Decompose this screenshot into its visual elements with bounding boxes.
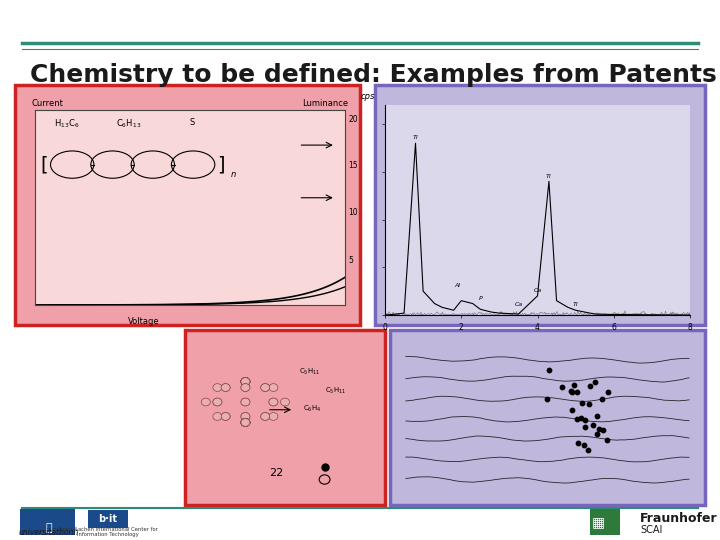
Text: cps: cps xyxy=(361,92,375,101)
Text: 22: 22 xyxy=(269,468,283,478)
Circle shape xyxy=(221,383,230,392)
Circle shape xyxy=(241,398,250,406)
Text: 15: 15 xyxy=(348,161,358,171)
Circle shape xyxy=(241,418,250,427)
Circle shape xyxy=(269,413,278,420)
Circle shape xyxy=(241,377,250,386)
Text: Chemistry to be defined: Examples from Patents (II): Chemistry to be defined: Examples from P… xyxy=(30,63,720,87)
Circle shape xyxy=(221,413,230,420)
Circle shape xyxy=(281,398,289,406)
Text: universitätbonn: universitätbonn xyxy=(19,528,79,537)
Text: C$_5$H$_{11}$: C$_5$H$_{11}$ xyxy=(300,367,320,377)
Text: C$_6$H$_4$: C$_6$H$_4$ xyxy=(303,404,321,415)
Circle shape xyxy=(241,418,250,427)
Text: C$_6$H$_{13}$: C$_6$H$_{13}$ xyxy=(116,118,141,130)
Bar xyxy=(590,509,620,535)
Text: Ca: Ca xyxy=(514,302,523,307)
Text: 5: 5 xyxy=(348,256,354,265)
Circle shape xyxy=(241,377,250,386)
Circle shape xyxy=(261,413,270,420)
Bar xyxy=(185,330,385,505)
Circle shape xyxy=(241,413,250,420)
Circle shape xyxy=(269,398,278,406)
Text: Ti: Ti xyxy=(573,302,578,307)
Text: b·it: b·it xyxy=(99,514,117,524)
Text: Luminance: Luminance xyxy=(302,99,348,108)
Circle shape xyxy=(241,383,250,392)
Text: SCAI: SCAI xyxy=(640,525,662,535)
Text: ▦: ▦ xyxy=(591,515,605,529)
Circle shape xyxy=(241,377,250,386)
Circle shape xyxy=(213,398,222,406)
Text: 20: 20 xyxy=(348,115,358,124)
Circle shape xyxy=(261,413,270,420)
Text: S: S xyxy=(190,118,195,127)
Text: 🏛: 🏛 xyxy=(45,523,53,533)
Circle shape xyxy=(241,377,250,386)
Text: 10: 10 xyxy=(348,207,358,217)
Circle shape xyxy=(241,377,250,386)
Bar xyxy=(88,510,128,528)
Circle shape xyxy=(241,398,250,406)
Text: Fraunhofer: Fraunhofer xyxy=(640,511,718,524)
Text: H$_{13}$C$_6$: H$_{13}$C$_6$ xyxy=(53,118,79,130)
Text: Ca: Ca xyxy=(534,288,541,293)
Text: Bonn-Aachen International Center for
Information Technology: Bonn-Aachen International Center for Inf… xyxy=(58,526,158,537)
Bar xyxy=(375,85,705,325)
Circle shape xyxy=(202,398,210,406)
Circle shape xyxy=(241,413,250,420)
Circle shape xyxy=(269,398,278,406)
Text: [: [ xyxy=(40,155,48,174)
Circle shape xyxy=(241,418,250,427)
Text: Ti: Ti xyxy=(413,136,418,140)
Text: Current: Current xyxy=(32,99,64,108)
Circle shape xyxy=(241,418,250,427)
Circle shape xyxy=(213,398,222,406)
Text: Voltage: Voltage xyxy=(128,316,160,326)
Circle shape xyxy=(261,383,270,392)
Circle shape xyxy=(241,377,250,386)
Text: n: n xyxy=(230,170,235,179)
Bar xyxy=(390,330,705,505)
Circle shape xyxy=(241,418,250,427)
Circle shape xyxy=(241,383,250,392)
Circle shape xyxy=(261,383,270,392)
Circle shape xyxy=(241,377,250,386)
Circle shape xyxy=(221,413,230,420)
Circle shape xyxy=(213,413,222,420)
Bar xyxy=(15,85,360,325)
Text: P: P xyxy=(478,296,482,301)
Circle shape xyxy=(213,383,222,392)
Bar xyxy=(20,509,75,535)
Circle shape xyxy=(241,418,250,427)
Circle shape xyxy=(241,377,250,386)
Text: Al: Al xyxy=(454,284,460,288)
Circle shape xyxy=(241,418,250,427)
Circle shape xyxy=(269,383,278,392)
Circle shape xyxy=(221,383,230,392)
Text: Ti: Ti xyxy=(546,173,552,179)
Text: C$_5$H$_{11}$: C$_5$H$_{11}$ xyxy=(325,386,346,396)
Circle shape xyxy=(241,418,250,427)
Text: ]: ] xyxy=(217,155,225,174)
